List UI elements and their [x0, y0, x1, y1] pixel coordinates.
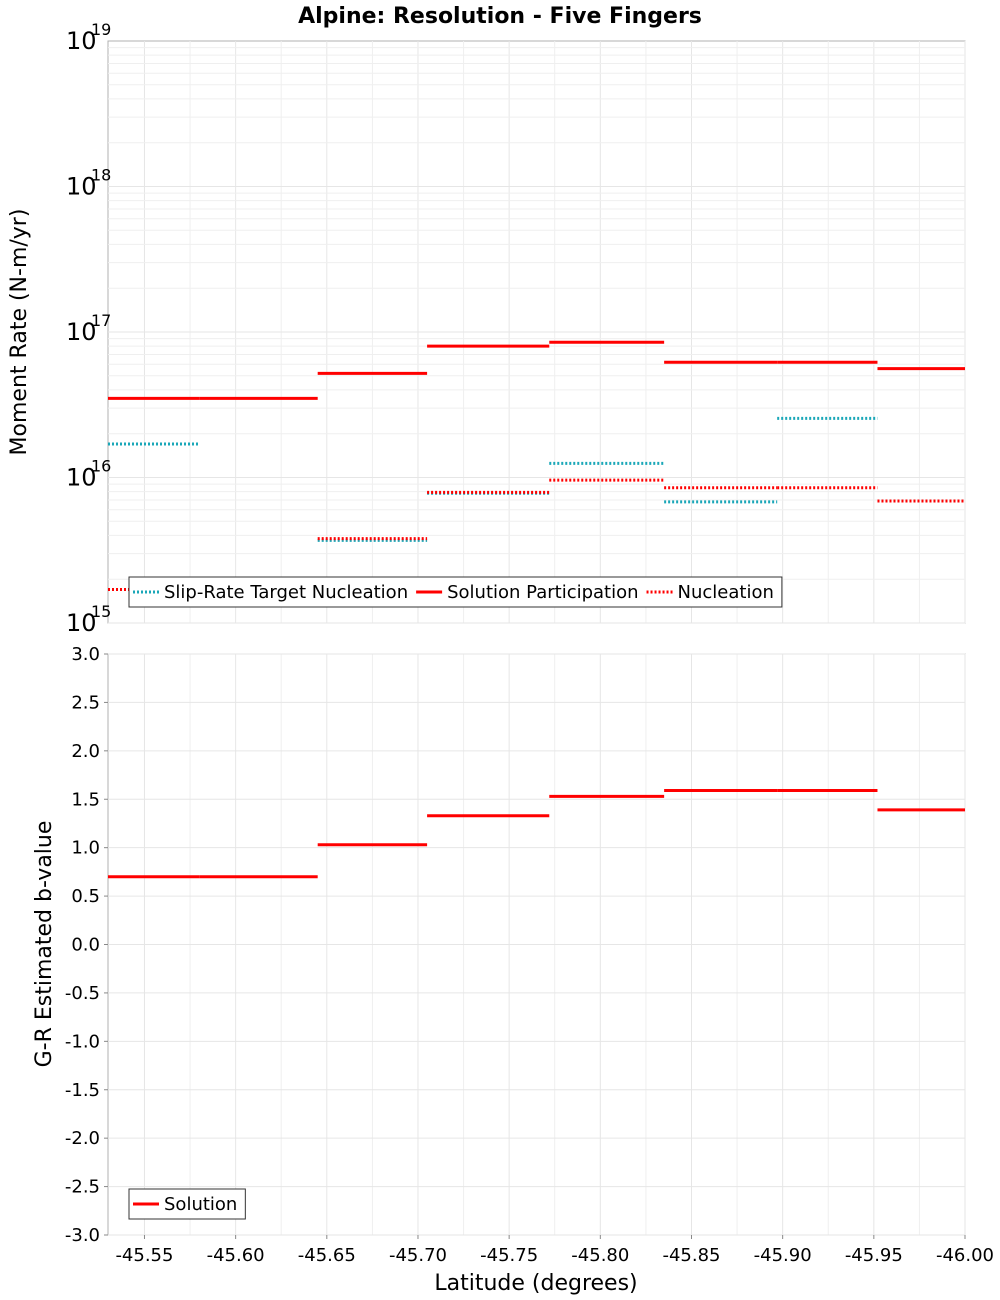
y-tick-label: -3.0 — [65, 1225, 100, 1246]
legend-label: Slip-Rate Target Nucleation — [164, 582, 408, 603]
b-value-grid — [108, 653, 966, 1236]
moment-rate-series — [108, 340, 965, 591]
x-tick-label: -45.80 — [571, 1245, 629, 1266]
y-tick-exponent: 17 — [91, 311, 111, 330]
y-tick-base: 10 — [66, 27, 97, 55]
latitude-x-label: Latitude (degrees) — [434, 1271, 637, 1296]
series-solution — [108, 789, 965, 879]
b-value-y-ticks: -3.0 -2.5 -2.0 -1.5 -1.0 -0.5 0.0 0.5 1.0 1.5 2.0 2… — [65, 644, 108, 1246]
y-tick-base: 10 — [66, 173, 97, 201]
y-tick-exponent: 16 — [91, 457, 111, 476]
series-solution-participation — [108, 340, 965, 400]
y-tick-label: 2.0 — [71, 741, 100, 762]
y-tick-label: -1.5 — [65, 1080, 100, 1101]
y-tick-label: -2.0 — [65, 1128, 100, 1149]
y-tick-label: -1.0 — [65, 1031, 100, 1052]
y-tick-label: 1.5 — [71, 789, 100, 810]
y-tick-label: -2.5 — [65, 1177, 100, 1198]
x-tick-label: -45.95 — [845, 1245, 903, 1266]
latitude-x-ticks: -45.55 -45.60 -45.65 -45.70 -45.75 -45.80 -45.… — [115, 1235, 994, 1266]
y-tick-base: 10 — [66, 318, 97, 346]
legend-label: Solution — [164, 1194, 237, 1215]
y-tick-base: 10 — [66, 464, 97, 492]
legend-label: Nucleation — [678, 582, 774, 603]
b-value-legend: Solution — [128, 1188, 246, 1220]
x-tick-label: -45.85 — [662, 1245, 720, 1266]
y-tick-exponent: 18 — [91, 166, 111, 185]
y-tick-label: 3.0 — [71, 644, 100, 665]
y-tick-label: 1.0 — [71, 838, 100, 859]
y-tick-exponent: 15 — [91, 602, 111, 621]
b-value-panel: -3.0 -2.5 -2.0 -1.5 -1.0 -0.5 0.0 0.5 1.0 1.5 2.0 2… — [32, 644, 994, 1296]
x-tick-label: -45.70 — [389, 1245, 447, 1266]
chart-title: Alpine: Resolution - Five Fingers — [298, 4, 702, 29]
x-tick-label: -45.60 — [207, 1245, 265, 1266]
y-tick-label: 0.5 — [71, 886, 100, 907]
y-tick-base: 10 — [66, 609, 97, 637]
y-tick-exponent: 19 — [91, 20, 111, 39]
y-tick-label: -0.5 — [65, 983, 100, 1004]
x-tick-label: -45.90 — [754, 1245, 812, 1266]
legend-label: Solution Participation — [447, 582, 638, 603]
b-value-y-label: G-R Estimated b-value — [32, 821, 57, 1068]
x-tick-label: -45.75 — [480, 1245, 538, 1266]
moment-rate-legend: Slip-Rate Target Nucleation Solution Part… — [128, 576, 783, 608]
y-tick-label: 2.5 — [71, 692, 100, 713]
moment-rate-y-label: Moment Rate (N-m/yr) — [7, 209, 32, 456]
x-tick-label: -45.65 — [298, 1245, 356, 1266]
x-tick-label: -45.55 — [115, 1245, 173, 1266]
y-tick-label: 0.0 — [71, 935, 100, 956]
b-value-series — [108, 789, 965, 879]
legend-box — [128, 576, 783, 608]
x-tick-label: -46.00 — [936, 1245, 994, 1266]
